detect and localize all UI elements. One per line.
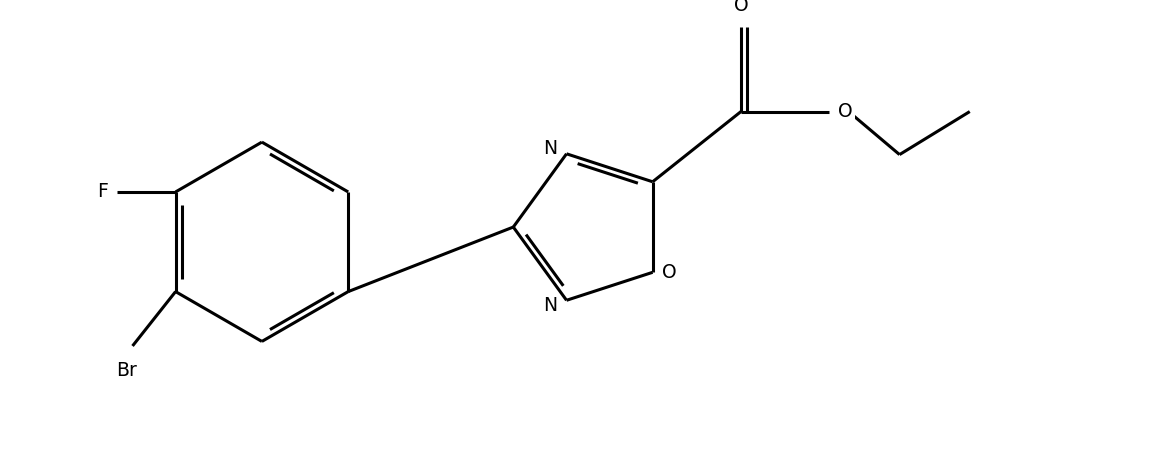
Text: N: N: [543, 296, 557, 316]
Text: O: O: [734, 0, 748, 15]
Text: Br: Br: [117, 361, 138, 380]
Text: N: N: [543, 139, 557, 158]
Text: F: F: [97, 182, 108, 202]
Text: O: O: [661, 263, 676, 282]
Text: O: O: [838, 102, 853, 121]
